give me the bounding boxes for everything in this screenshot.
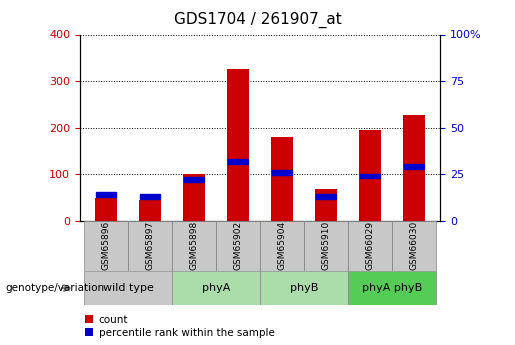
Bar xyxy=(359,130,381,221)
Text: GSM66030: GSM66030 xyxy=(409,221,419,270)
FancyBboxPatch shape xyxy=(260,221,304,271)
FancyBboxPatch shape xyxy=(348,271,436,305)
Bar xyxy=(184,177,204,182)
FancyBboxPatch shape xyxy=(128,221,172,271)
Text: GSM65896: GSM65896 xyxy=(101,221,111,270)
FancyBboxPatch shape xyxy=(348,221,392,271)
FancyBboxPatch shape xyxy=(84,271,172,305)
Text: genotype/variation: genotype/variation xyxy=(5,283,104,293)
Text: phyA phyB: phyA phyB xyxy=(362,283,422,293)
Bar xyxy=(360,174,380,178)
FancyBboxPatch shape xyxy=(172,271,260,305)
Bar xyxy=(96,193,116,197)
Bar xyxy=(140,194,160,199)
Bar xyxy=(95,197,117,221)
Legend: count, percentile rank within the sample: count, percentile rank within the sample xyxy=(85,315,274,338)
Bar xyxy=(227,69,249,221)
Bar xyxy=(404,165,424,169)
Text: GSM65898: GSM65898 xyxy=(190,221,199,270)
FancyBboxPatch shape xyxy=(304,221,348,271)
Bar xyxy=(403,115,425,221)
FancyBboxPatch shape xyxy=(260,271,348,305)
Text: phyB: phyB xyxy=(290,283,318,293)
Text: GDS1704 / 261907_at: GDS1704 / 261907_at xyxy=(174,12,341,28)
Bar xyxy=(183,174,205,221)
Bar xyxy=(228,159,248,164)
FancyBboxPatch shape xyxy=(216,221,260,271)
Text: phyA: phyA xyxy=(202,283,230,293)
FancyBboxPatch shape xyxy=(84,221,128,271)
FancyBboxPatch shape xyxy=(392,221,436,271)
Text: GSM65910: GSM65910 xyxy=(321,221,331,270)
Text: GSM65897: GSM65897 xyxy=(146,221,154,270)
Bar xyxy=(272,170,292,175)
Bar xyxy=(316,194,336,199)
Text: GSM65902: GSM65902 xyxy=(234,221,243,270)
Text: GSM65904: GSM65904 xyxy=(278,221,286,270)
Text: wild type: wild type xyxy=(103,283,153,293)
Bar xyxy=(139,200,161,221)
FancyBboxPatch shape xyxy=(172,221,216,271)
Bar xyxy=(315,189,337,221)
Text: GSM66029: GSM66029 xyxy=(366,221,374,270)
Bar xyxy=(271,137,293,221)
